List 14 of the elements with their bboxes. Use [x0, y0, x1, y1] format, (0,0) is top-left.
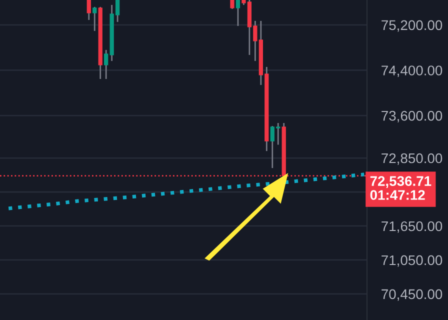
y-tick-label: 73,600.00	[382, 110, 442, 122]
text: 01:47:12	[370, 190, 425, 200]
y-tick-label: 74,400.00	[382, 66, 442, 78]
y-tick-label: 70,450.00	[382, 289, 442, 301]
candlestick	[92, 6, 97, 32]
y-tick-label: 71,050.00	[382, 255, 442, 267]
y-tick-label: 71,650.00	[382, 221, 442, 233]
candlestick	[86, 0, 91, 21]
candlestick	[104, 49, 108, 80]
line-series	[6, 172, 366, 210]
candlestick	[236, 0, 240, 27]
y-tick-label: 72,850.00	[382, 153, 442, 165]
ref-line-label: 72,536.71	[370, 176, 432, 188]
y-tick-label: 75,200.00	[382, 20, 442, 32]
